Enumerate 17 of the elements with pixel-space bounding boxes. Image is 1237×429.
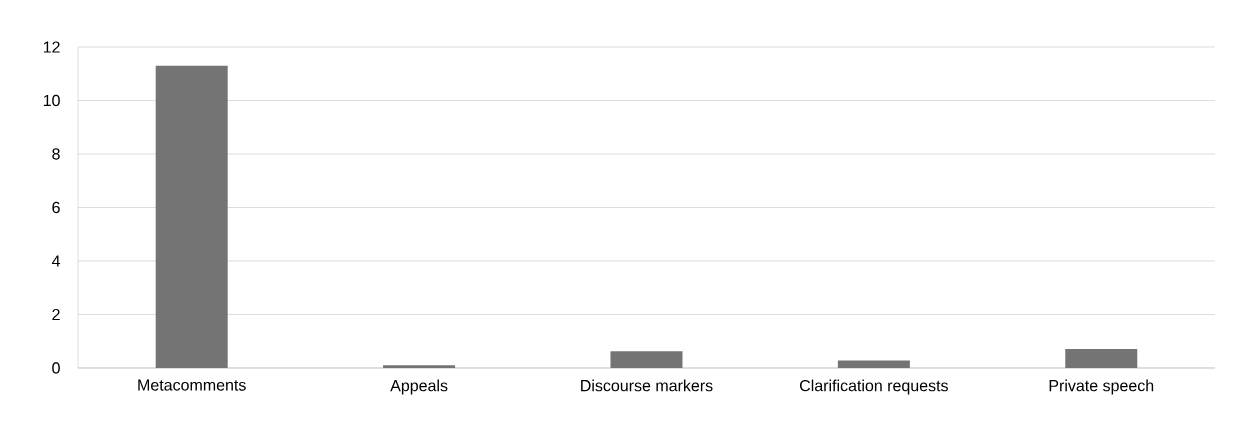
bar: [610, 351, 683, 368]
x-tick-label: Private speech: [1049, 379, 1154, 395]
y-tick-label: 12: [43, 41, 60, 53]
bar: [383, 365, 456, 368]
y-tick-label: 8: [52, 148, 60, 160]
x-tick-label: Appeals: [390, 379, 448, 395]
x-tick-label: Clarification requests: [799, 379, 948, 395]
bar: [155, 65, 228, 368]
y-tick-label: 6: [52, 201, 60, 214]
x-tick-label: Discourse markers: [581, 379, 713, 392]
bar: [837, 360, 910, 368]
y-tick-label: 2: [52, 308, 60, 321]
y-tick-label: 10: [43, 94, 60, 107]
y-tick-label: 4: [51, 255, 61, 267]
y-tick-label: 0: [52, 362, 60, 374]
x-tick-label: Metacomments: [138, 379, 246, 391]
bar: [1065, 349, 1138, 368]
